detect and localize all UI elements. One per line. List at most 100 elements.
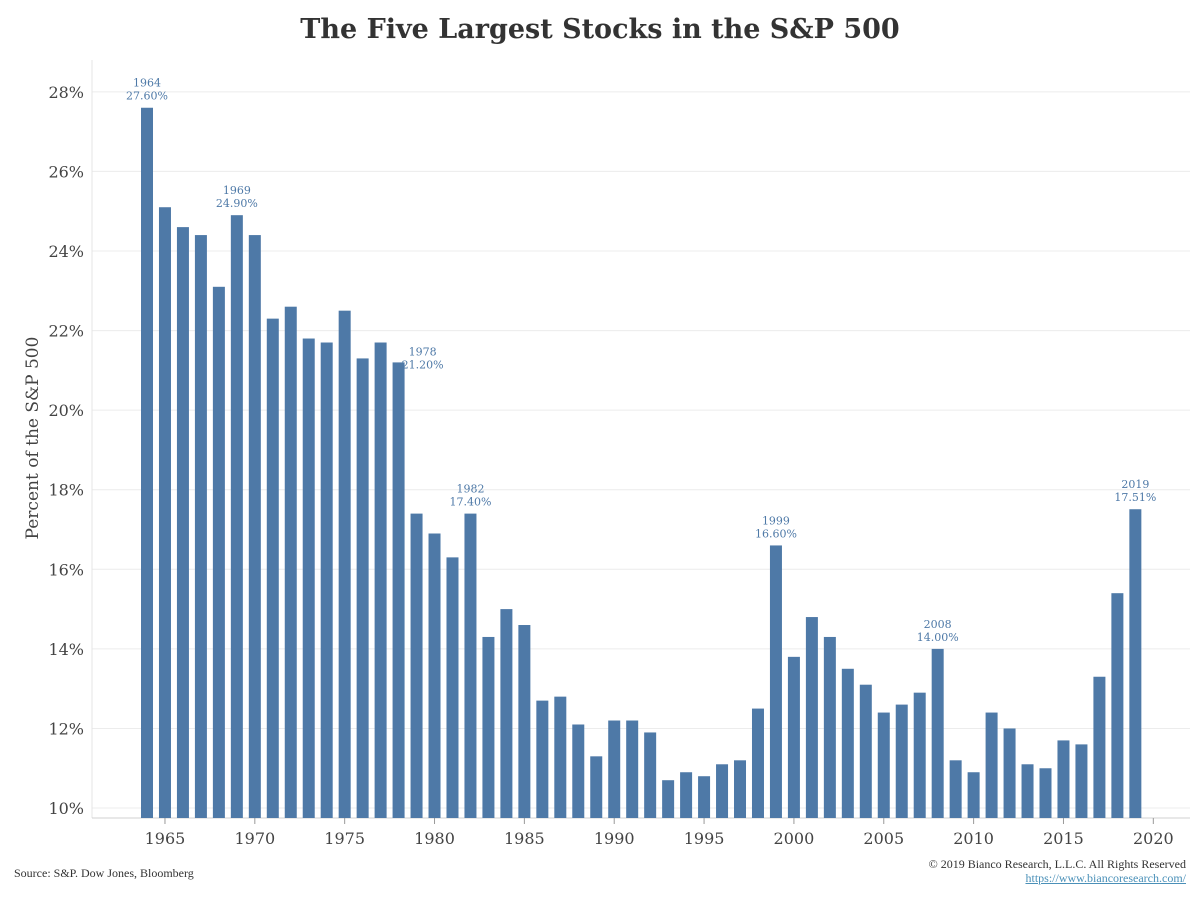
bar-1965 xyxy=(158,207,171,819)
y-tick-label: 14% xyxy=(48,640,84,659)
y-tick-label: 24% xyxy=(48,242,84,261)
bars xyxy=(141,107,1142,819)
copyright-block: © 2019 Bianco Research, L.L.C. All Right… xyxy=(929,857,1186,885)
bar-1994 xyxy=(680,772,693,818)
bar-2009 xyxy=(949,760,962,818)
bar-2019 xyxy=(1129,509,1142,818)
copyright-text: © 2019 Bianco Research, L.L.C. All Right… xyxy=(928,857,1186,871)
bar-1975 xyxy=(338,310,351,818)
bar-2018 xyxy=(1111,593,1124,818)
bar-1978 xyxy=(392,362,405,818)
bar-2010 xyxy=(967,772,980,818)
bar-1983 xyxy=(482,636,495,818)
y-tick-label: 26% xyxy=(48,162,84,181)
bar-1985 xyxy=(518,625,531,818)
x-tick-label: 1970 xyxy=(234,829,275,848)
bar-2008 xyxy=(931,648,944,818)
source-note: Source: S&P. Dow Jones, Bloomberg xyxy=(14,866,194,880)
bar-1974 xyxy=(320,342,333,818)
bar-2004 xyxy=(859,684,872,818)
annotation-year: 1978 xyxy=(409,345,437,358)
annotation-value: 16.60% xyxy=(755,527,797,540)
bar-2012 xyxy=(1003,728,1016,818)
bar-1973 xyxy=(302,338,315,818)
y-tick-label: 28% xyxy=(48,83,84,102)
y-tick-label: 10% xyxy=(48,799,84,818)
bar-1991 xyxy=(626,720,639,818)
bar-1997 xyxy=(734,760,747,818)
x-tick-label: 2000 xyxy=(774,829,815,848)
bar-1976 xyxy=(356,358,369,818)
bar-1989 xyxy=(590,756,603,818)
bar-2002 xyxy=(823,636,836,818)
x-tick-label: 1965 xyxy=(145,829,186,848)
y-tick-label: 12% xyxy=(48,719,84,738)
x-tick-label: 1990 xyxy=(594,829,635,848)
bar-2014 xyxy=(1039,768,1052,818)
annotation-year: 1999 xyxy=(762,514,790,527)
bar-1979 xyxy=(410,513,423,818)
bar-2015 xyxy=(1057,740,1070,818)
bar-1982 xyxy=(464,513,477,818)
annotation-year: 1969 xyxy=(223,184,251,197)
y-axis-label: Percent of the S&P 500 xyxy=(23,337,43,540)
bar-1971 xyxy=(266,318,279,818)
x-tick-label: 2015 xyxy=(1043,829,1084,848)
annotation-year: 2008 xyxy=(924,618,952,631)
bar-2001 xyxy=(805,617,818,818)
bar-1964 xyxy=(141,107,153,818)
bar-1968 xyxy=(212,286,225,818)
y-tick-label: 22% xyxy=(48,322,84,341)
bar-2011 xyxy=(985,712,998,818)
x-tick-label: 1975 xyxy=(324,829,365,848)
bar-1970 xyxy=(248,235,261,818)
bar-2005 xyxy=(877,712,890,818)
x-tick-label: 1980 xyxy=(414,829,455,848)
bar-1999 xyxy=(769,545,782,818)
x-tick-label: 1985 xyxy=(504,829,545,848)
website-link[interactable]: https://www.biancoresearch.com/ xyxy=(1025,871,1186,885)
annotation-value: 27.60% xyxy=(126,90,168,103)
bar-2007 xyxy=(913,692,926,818)
bar-2006 xyxy=(895,704,908,818)
bar-1995 xyxy=(698,776,711,818)
y-tick-label: 18% xyxy=(48,481,84,500)
bar-1980 xyxy=(428,533,441,818)
y-tick-label: 20% xyxy=(48,401,84,420)
bar-1986 xyxy=(536,700,549,818)
bar-2017 xyxy=(1093,676,1106,818)
bar-1969 xyxy=(230,215,243,819)
bar-1988 xyxy=(572,724,585,818)
annotation-year: 1964 xyxy=(133,77,161,90)
bar-1993 xyxy=(662,780,675,818)
x-tick-label: 2005 xyxy=(863,829,904,848)
annotation-value: 17.40% xyxy=(449,496,491,509)
x-tick-label: 2010 xyxy=(953,829,994,848)
bar-1966 xyxy=(176,227,189,818)
bar-1998 xyxy=(751,708,764,818)
annotation-year: 2019 xyxy=(1121,478,1149,491)
bar-2000 xyxy=(787,656,800,818)
annotation-value: 17.51% xyxy=(1114,491,1156,504)
annotation-value: 24.90% xyxy=(216,197,258,210)
bar-1987 xyxy=(554,696,567,818)
bar-2013 xyxy=(1021,764,1034,818)
bar-1996 xyxy=(716,764,729,818)
x-tick-label: 2020 xyxy=(1133,829,1174,848)
y-axis: 10% 12% 14% 16% 18% 20% 22% 24% 26% 28% xyxy=(48,83,84,818)
bar-1984 xyxy=(500,609,513,818)
bar-2003 xyxy=(841,668,854,818)
annotation-value: 14.00% xyxy=(917,631,959,644)
x-axis: 1965 1970 1975 1980 1985 1990 1995 2000 2005 2010… xyxy=(145,818,1174,848)
bar-1972 xyxy=(284,306,297,818)
bar-1967 xyxy=(194,235,207,818)
annotation-year: 1982 xyxy=(456,483,484,496)
bar-1977 xyxy=(374,342,387,818)
y-tick-label: 16% xyxy=(48,560,84,579)
annotation-value: 21.20% xyxy=(402,358,444,371)
x-tick-label: 1995 xyxy=(684,829,725,848)
bar-1981 xyxy=(446,557,459,818)
chart-title: The Five Largest Stocks in the S&P 500 xyxy=(300,14,900,45)
